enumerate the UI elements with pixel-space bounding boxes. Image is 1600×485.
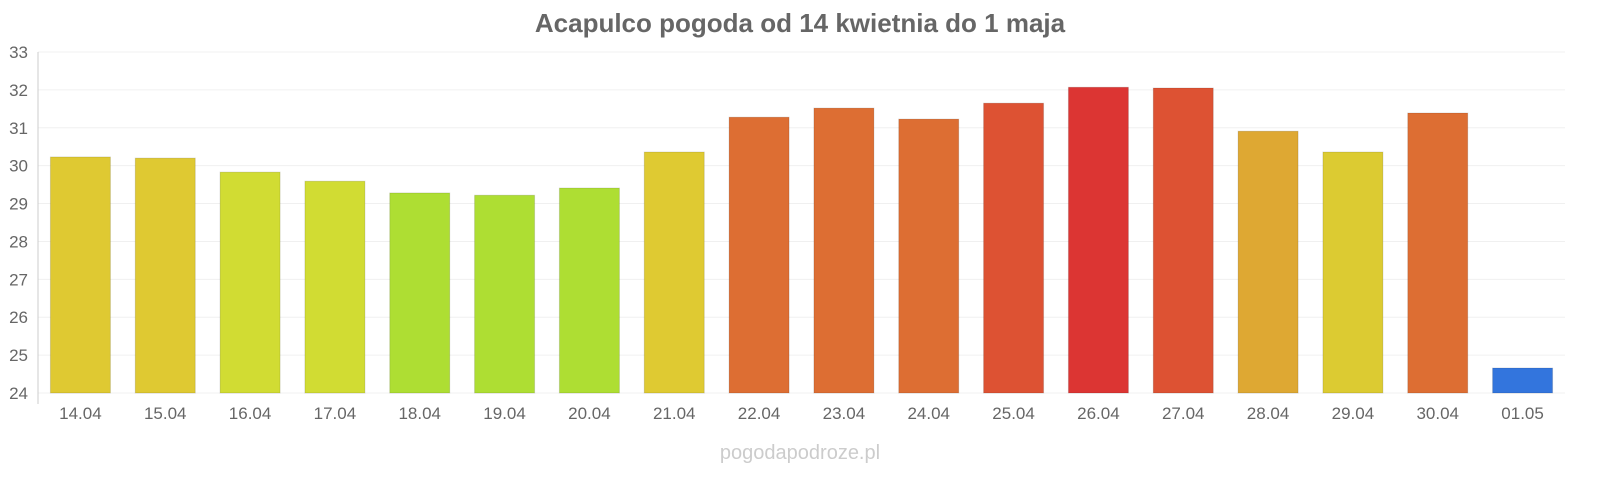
bar [474, 194, 536, 394]
bar [389, 192, 451, 394]
bar [49, 156, 111, 394]
x-tick-label: 27.04 [1162, 404, 1205, 423]
bar [1407, 112, 1469, 394]
bar [1237, 130, 1299, 394]
x-tick-label: 01.05 [1501, 404, 1544, 423]
y-tick-label: 31 [9, 119, 28, 138]
x-tick-label: 21.04 [653, 404, 696, 423]
bar [1322, 151, 1384, 394]
x-tick-label: 28.04 [1247, 404, 1290, 423]
bar [1492, 367, 1554, 394]
x-tick-label: 15.04 [144, 404, 187, 423]
bar [134, 157, 196, 394]
x-tick-label: 29.04 [1332, 404, 1375, 423]
x-tick-label: 24.04 [907, 404, 950, 423]
x-tick-label: 25.04 [992, 404, 1035, 423]
bar [728, 116, 790, 394]
bar [1152, 87, 1214, 394]
bar [983, 102, 1045, 394]
y-tick-label: 32 [9, 81, 28, 100]
watermark: pogodapodroze.pl [720, 442, 880, 464]
x-tick-label: 19.04 [483, 404, 526, 423]
y-tick-label: 25 [9, 346, 28, 365]
x-tick-label: 26.04 [1077, 404, 1120, 423]
y-tick-label: 33 [9, 43, 28, 62]
bar [219, 171, 281, 394]
y-tick-label: 28 [9, 232, 28, 251]
x-tick-label: 14.04 [59, 404, 102, 423]
bar [1067, 86, 1129, 394]
x-tick-label: 23.04 [823, 404, 866, 423]
bar [558, 187, 620, 394]
x-tick-label: 22.04 [738, 404, 781, 423]
x-tick-label: 18.04 [398, 404, 441, 423]
x-tick-label: 30.04 [1416, 404, 1459, 423]
bar [643, 151, 705, 394]
x-tick-label: 20.04 [568, 404, 611, 423]
x-tick-label: 16.04 [229, 404, 272, 423]
y-tick-label: 30 [9, 157, 28, 176]
bar [813, 107, 875, 394]
bar [304, 180, 366, 394]
y-tick-label: 24 [9, 384, 28, 403]
bar [898, 118, 960, 394]
x-tick-label: 17.04 [314, 404, 357, 423]
y-tick-label: 26 [9, 308, 28, 327]
chart-title: Acapulco pogoda od 14 kwietnia do 1 maja [535, 8, 1066, 38]
y-tick-label: 27 [9, 270, 28, 289]
y-tick-label: 29 [9, 195, 28, 214]
